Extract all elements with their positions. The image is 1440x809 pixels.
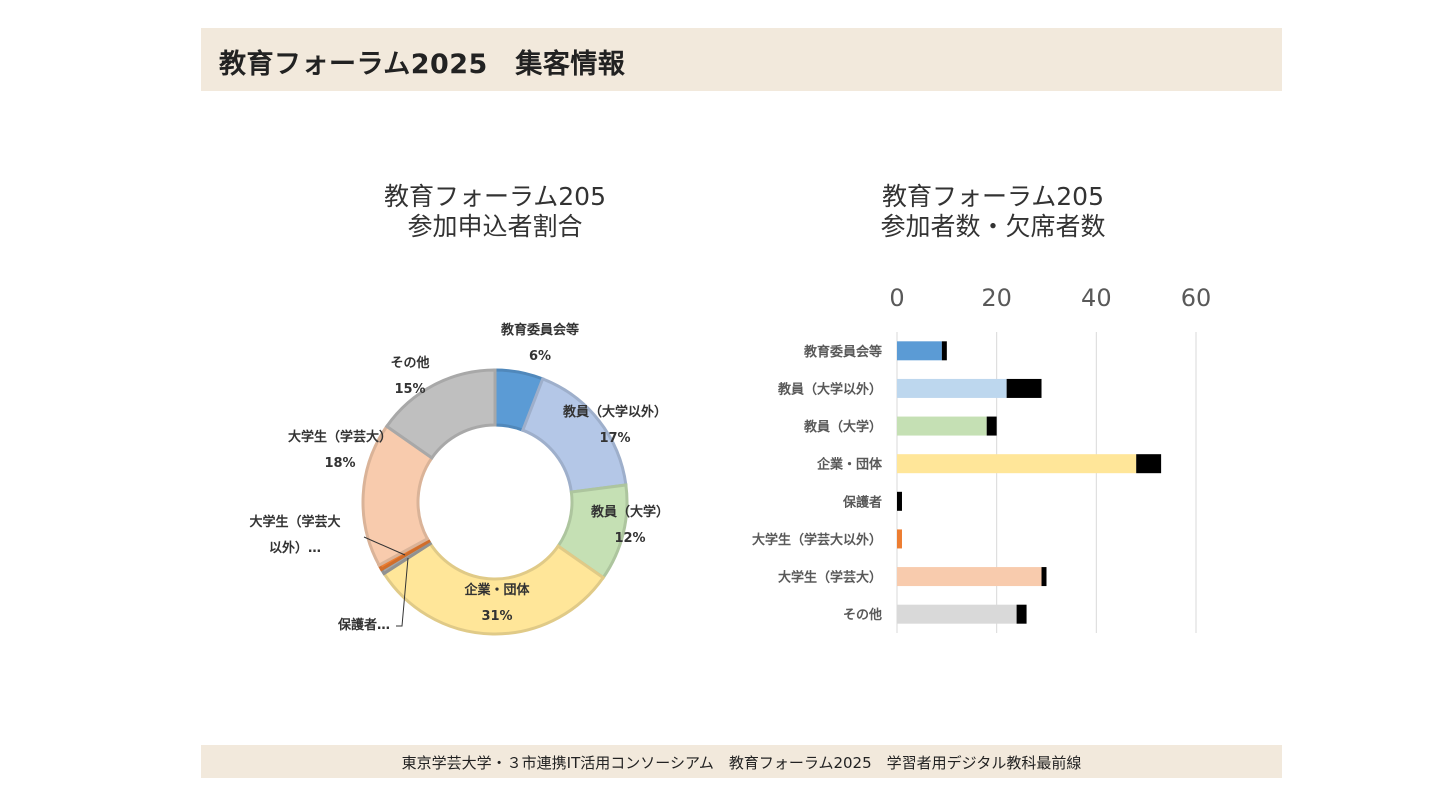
donut-label-teacher-nonuniv: 教員（大学以外） 17% <box>555 400 675 452</box>
category-label: 教員（大学以外） <box>777 381 882 397</box>
donut-label-other: その他 15% <box>370 351 450 403</box>
bar-attended-1 <box>897 341 942 361</box>
label-name: 企業・団体 <box>464 583 530 598</box>
donut-chart-title: 教育フォーラム205 参加申込者割合 <box>330 182 660 242</box>
category-label: 教育委員会等 <box>803 344 882 360</box>
x-tick-label: 40 <box>1081 284 1112 312</box>
donut-slice-8 <box>384 368 497 460</box>
label-name: 大学生（学芸大 <box>249 515 341 530</box>
footer-banner: 東京学芸大学・３市連携IT活用コンソーシアム 教育フォーラム2025 学習者用デ… <box>201 745 1282 778</box>
bar-title-line-1: 教育フォーラム205 <box>882 182 1104 211</box>
donut-label-company: 企業・団体 31% <box>437 578 557 630</box>
label-pct: 18% <box>324 456 356 471</box>
footer-text: 東京学芸大学・３市連携IT活用コンソーシアム 教育フォーラム2025 学習者用デ… <box>401 754 1082 772</box>
donut-label-parents: 保護者… <box>320 613 390 639</box>
category-label: 大学生（学芸大） <box>778 570 882 586</box>
donut-label-students-gakugei: 大学生（学芸大） 18% <box>280 425 400 477</box>
page-title: 教育フォーラム2025 集客情報 <box>219 49 626 80</box>
category-label: 保護者 <box>842 494 882 510</box>
bar-attended-6 <box>897 529 902 549</box>
bar-absent-8 <box>1016 604 1027 624</box>
label-name-2: 以外）… <box>268 541 321 556</box>
bar-absent-4 <box>1136 454 1162 474</box>
label-name: 教員（大学） <box>590 505 669 520</box>
bar-attended-3 <box>897 416 987 436</box>
bar-absent-5 <box>897 491 902 511</box>
category-label: 企業・団体 <box>816 457 883 473</box>
bar-absent-7 <box>1041 567 1047 587</box>
donut-slice-4 <box>382 541 606 636</box>
header-banner: 教育フォーラム2025 集客情報 <box>201 28 1282 91</box>
label-name: 大学生（学芸大） <box>287 430 392 445</box>
donut-label-board: 教育委員会等 6% <box>480 318 600 370</box>
bar-title-line-2: 参加者数・欠席者数 <box>880 212 1106 241</box>
category-label: 大学生（学芸大以外） <box>752 532 882 548</box>
label-pct: 6% <box>528 349 552 364</box>
donut-title-line-1: 教育フォーラム205 <box>384 182 606 211</box>
category-label: その他 <box>843 607 882 623</box>
bar-attended-2 <box>897 378 1007 398</box>
label-pct: 31% <box>481 609 513 624</box>
bar-chart-title: 教育フォーラム205 参加者数・欠席者数 <box>828 182 1158 242</box>
bar-attended-4 <box>897 454 1137 474</box>
label-name: 教育委員会等 <box>500 323 579 338</box>
donut-label-students-other: 大学生（学芸大 以外）… <box>240 510 350 562</box>
x-tick-label: 60 <box>1181 284 1212 312</box>
bar-attended-7 <box>897 567 1042 587</box>
label-name: 教員（大学以外） <box>562 405 667 420</box>
bar-absent-2 <box>1006 378 1042 398</box>
label-name: 保護者… <box>337 618 390 633</box>
bar-absent-3 <box>986 416 997 436</box>
donut-title-line-2: 参加申込者割合 <box>407 212 583 241</box>
label-pct: 17% <box>599 431 631 446</box>
label-pct: 12% <box>614 531 646 546</box>
x-tick-label: 20 <box>981 284 1012 312</box>
label-name: その他 <box>390 356 430 371</box>
x-tick-label: 0 <box>889 284 904 312</box>
category-label: 教員（大学） <box>803 419 882 435</box>
bar-absent-1 <box>941 341 947 361</box>
leader-line-parents <box>396 557 409 627</box>
donut-label-teacher-univ: 教員（大学） 12% <box>580 500 680 552</box>
leader-line-students-other <box>363 536 406 556</box>
label-pct: 15% <box>394 382 426 397</box>
bar-attended-8 <box>897 604 1017 624</box>
